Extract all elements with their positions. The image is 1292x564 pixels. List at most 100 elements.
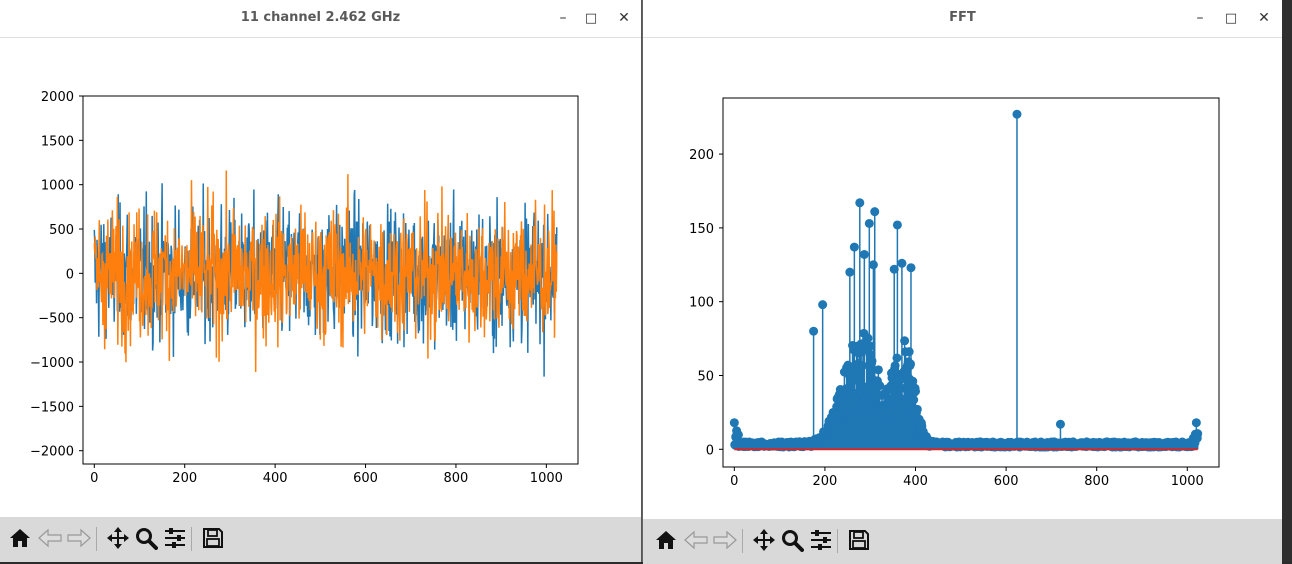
save-icon (201, 526, 225, 550)
home-button[interactable] (6, 524, 34, 552)
axes-frame (82, 95, 579, 465)
configure-subplots-icon (809, 528, 833, 552)
x-tick-label: 800 (1084, 474, 1109, 489)
stem-marker (845, 267, 855, 277)
x-tick-label: 200 (172, 471, 197, 486)
home-icon (8, 526, 32, 550)
y-tick-label: 200 (689, 148, 714, 163)
maximize-button[interactable]: □ (1224, 10, 1238, 26)
stem-marker (904, 347, 914, 357)
x-tick-label: 400 (263, 471, 288, 486)
stem-marker (867, 356, 877, 366)
pan-icon (106, 526, 130, 550)
back-arrow-icon (683, 528, 709, 552)
forward-arrow-icon (712, 528, 738, 552)
axes-frame (722, 97, 1220, 468)
plot-data-layer (93, 170, 558, 377)
y-tick-label: 0 (706, 443, 714, 458)
y-tick-label: −1000 (30, 356, 74, 371)
zoom-icon (780, 528, 804, 552)
x-tick-label: 0 (730, 474, 738, 489)
stem-marker (868, 260, 878, 270)
toolbar-separator (837, 529, 838, 553)
stem-marker (1012, 109, 1022, 119)
stem-marker (892, 353, 902, 363)
pan-button[interactable] (750, 526, 778, 554)
zoom-button[interactable] (778, 526, 806, 554)
close-button[interactable]: ✕ (618, 10, 630, 26)
pan-button[interactable] (104, 524, 132, 552)
stem-marker (860, 393, 870, 403)
save-button[interactable] (199, 524, 227, 552)
x-tick-label: 0 (90, 471, 98, 486)
pan-icon (752, 528, 776, 552)
stem-marker (873, 365, 883, 375)
title-bar[interactable]: 11 channel 2.462 GHz – □ ✕ (0, 0, 641, 38)
stem-marker (889, 264, 899, 274)
navigation-toolbar (0, 517, 641, 562)
y-tick-label: 0 (66, 267, 74, 282)
home-icon (654, 528, 678, 552)
save-icon (847, 528, 871, 552)
signal-plot[interactable]: 0 200 400 600 800 1000 −2000 −1500 −1000 −500 0 500… (0, 38, 640, 516)
stem-marker (890, 361, 900, 371)
stem-marker (850, 396, 860, 406)
x-tick-label: 1000 (1171, 474, 1204, 489)
stem-marker (854, 376, 864, 386)
x-tick-label: 600 (994, 474, 1019, 489)
minimize-button[interactable]: – (559, 10, 567, 26)
stem-marker (1191, 418, 1201, 428)
configure-subplots-icon (163, 526, 187, 550)
zoom-icon (134, 526, 158, 550)
stem-marker (864, 218, 874, 228)
fft-window: FFT – □ ✕ 0 200 400 600 800 1000 0 50 100 150 200 (642, 0, 1282, 564)
back-button[interactable] (36, 524, 64, 552)
configure-subplots-button[interactable] (161, 524, 189, 552)
y-tick-label: 2000 (41, 90, 74, 105)
signal-window: 11 channel 2.462 GHz – □ ✕ 0 200 400 600 800… (0, 0, 642, 562)
toolbar-separator (191, 527, 192, 551)
forward-arrow-icon (66, 526, 92, 550)
stem-marker (733, 430, 743, 440)
x-tick-label: 400 (903, 474, 928, 489)
fft-plot[interactable]: 0 200 400 600 800 1000 0 50 100 150 200 (643, 38, 1281, 518)
home-button[interactable] (652, 526, 680, 554)
desktop-background (1282, 0, 1292, 562)
forward-button[interactable] (65, 524, 93, 552)
forward-button[interactable] (711, 526, 739, 554)
minimize-button[interactable]: – (1196, 10, 1204, 26)
toolbar-separator (96, 527, 97, 551)
save-button[interactable] (845, 526, 873, 554)
stem-marker (870, 207, 880, 217)
back-button[interactable] (682, 526, 710, 554)
stem-marker (912, 404, 922, 414)
y-tick-label: 500 (49, 223, 74, 238)
maximize-button[interactable]: □ (584, 10, 598, 26)
stem-marker (875, 381, 885, 391)
y-tick-label: −2000 (30, 445, 74, 460)
stem-marker (1055, 419, 1065, 429)
toolbar-separator (742, 529, 743, 553)
stem-marker (855, 198, 865, 208)
ticks-layer: 0 200 400 600 800 1000 −2000 −1500 −1000 −500 0 500… (30, 90, 563, 486)
plot-data-layer (729, 109, 1203, 452)
x-tick-label: 1000 (530, 471, 563, 486)
y-tick-label: 100 (689, 296, 714, 311)
y-tick-label: 1500 (41, 134, 74, 149)
title-bar[interactable]: FFT – □ ✕ (643, 0, 1282, 38)
configure-subplots-button[interactable] (807, 526, 835, 554)
window-title: 11 channel 2.462 GHz (240, 10, 401, 25)
stem-marker (865, 349, 875, 359)
stem-marker (900, 336, 910, 346)
close-button[interactable]: ✕ (1258, 10, 1270, 26)
x-tick-label: 200 (813, 474, 838, 489)
stem-marker (729, 418, 739, 428)
stem-marker (906, 359, 916, 369)
window-title: FFT (949, 10, 976, 25)
stem-marker (906, 263, 916, 273)
zoom-button[interactable] (132, 524, 160, 552)
stem-marker (892, 220, 902, 230)
y-tick-label: 150 (689, 222, 714, 237)
stem-marker (818, 300, 828, 310)
stem-marker (859, 249, 869, 259)
